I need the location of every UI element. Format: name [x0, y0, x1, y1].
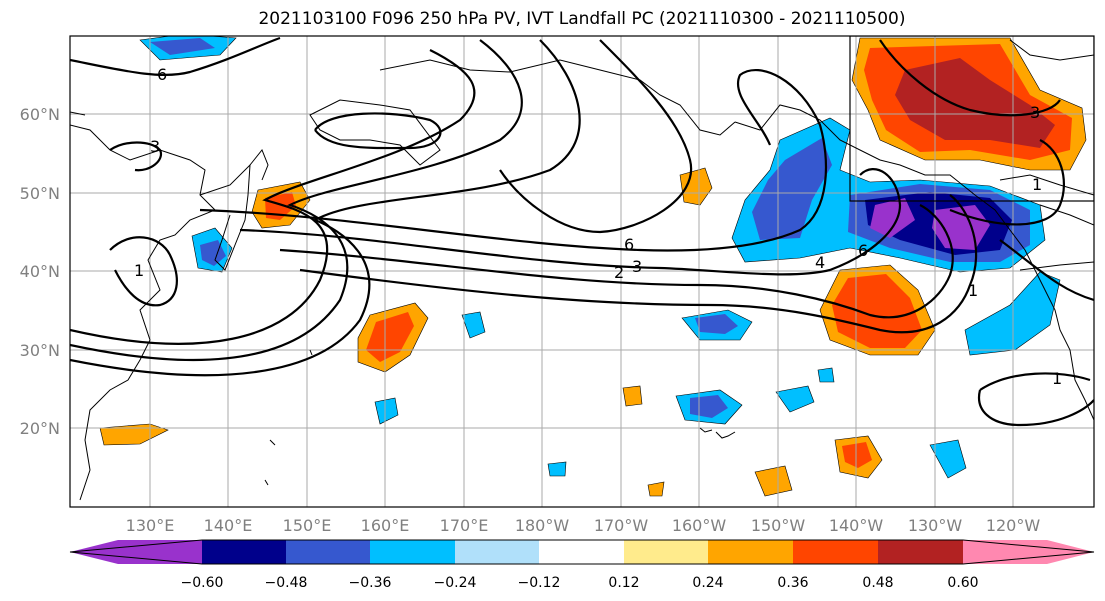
- positive-anomaly-140w-south-core: [842, 442, 872, 468]
- lon-label: 170°W: [594, 516, 649, 535]
- contour-label: 2: [614, 263, 624, 282]
- contour-label: 1: [968, 281, 978, 300]
- contour-label: 3: [150, 137, 160, 156]
- colorbar-tick-label: −0.36: [349, 575, 392, 591]
- colorbar-segment: [878, 540, 963, 564]
- negative-anomaly-150w: [775, 385, 815, 413]
- pv-contours: [70, 36, 1094, 427]
- positive-anomaly-175w: [622, 385, 643, 407]
- positive-anomaly-155w: [679, 167, 713, 206]
- colorbar-segment: [202, 540, 286, 564]
- colorbar-extend-high: [963, 540, 1094, 564]
- lon-label: 160°W: [672, 516, 727, 535]
- lat-label: 60°N: [20, 105, 60, 124]
- colorbar-segment: [455, 540, 539, 564]
- region-box: [849, 36, 1094, 202]
- latitude-labels: 60°N 50°N 40°N 30°N 20°N: [20, 105, 60, 438]
- contour-label: 3: [632, 257, 642, 276]
- negative-anomaly-175w-south: [547, 461, 567, 477]
- map-title: 2021103100 F096 250 hPa PV, IVT Landfall…: [258, 9, 906, 29]
- negative-anomaly-170e: [461, 311, 486, 339]
- colorbar-tick-label: 0.36: [777, 575, 808, 591]
- negative-anomaly-148w: [817, 367, 835, 383]
- lon-label: 140°E: [204, 516, 253, 535]
- lon-label: 180°W: [515, 516, 570, 535]
- colorbar-tick-label: −0.12: [518, 575, 561, 591]
- negative-anomaly-165w-core: [695, 314, 738, 334]
- coastlines: [70, 39, 1094, 501]
- map-area: 6 3 1 6 2 3 4 6 1 1 3 1: [70, 36, 1094, 507]
- contour-label: 3: [1030, 103, 1040, 122]
- colorbar-tick-label: −0.60: [181, 575, 224, 591]
- positive-anomaly-japan-core: [265, 192, 296, 220]
- lon-label: 150°E: [283, 516, 332, 535]
- colorbar-tick-label: 0.48: [862, 575, 893, 591]
- contour-label: 1: [1032, 175, 1042, 194]
- gridlines: [70, 36, 1094, 507]
- colorbar-segment: [286, 540, 370, 564]
- lon-label: 160°E: [361, 516, 410, 535]
- positive-anomaly-165w-south: [647, 481, 665, 497]
- positive-anomaly-subtropical-core: [832, 274, 922, 348]
- negative-anomaly-pacific-mid: [752, 138, 832, 240]
- negative-anomaly-158e: [374, 397, 399, 425]
- colorbar-segment: [370, 540, 455, 564]
- colorbar-ticks: −0.60 −0.48 −0.36 −0.24 −0.12 0.12 0.24 …: [181, 575, 979, 591]
- contour-label: 1: [1052, 369, 1062, 388]
- contour-label: 6: [624, 235, 634, 254]
- colorbar-tick-label: −0.48: [265, 575, 308, 591]
- contour-label: 6: [858, 241, 868, 260]
- negative-anomaly-125w: [929, 439, 967, 479]
- lon-label: 120°W: [986, 516, 1041, 535]
- colorbar-segment: [539, 540, 624, 564]
- lat-label: 20°N: [20, 419, 60, 438]
- lon-label: 150°W: [751, 516, 806, 535]
- contour-label: 6: [157, 65, 167, 84]
- colorbar-outline: [69, 539, 1095, 565]
- colorbar-segment: [793, 540, 878, 564]
- colorbar-tick-label: −0.24: [434, 575, 477, 591]
- colorbar-tick-label: 0.60: [947, 575, 978, 591]
- colorbar-segment: [624, 540, 708, 564]
- map-frame: [69, 35, 1095, 508]
- contour-label: 4: [815, 253, 825, 272]
- colorbar-tick-label: 0.24: [692, 575, 723, 591]
- negative-anomaly-kamchatka-core: [150, 38, 215, 55]
- lat-label: 40°N: [20, 262, 60, 281]
- positive-anomaly-130e-south: [99, 423, 169, 446]
- colorbar-segment: [708, 540, 793, 564]
- lon-label: 140°W: [829, 516, 884, 535]
- contour-labels: 6 3 1 6 2 3 4 6 1 1 3 1: [134, 65, 1062, 388]
- positive-anomaly-150w-south: [754, 465, 793, 497]
- lon-label: 130°E: [126, 516, 175, 535]
- colorbar-extend-low: [70, 540, 202, 564]
- lon-label: 130°W: [908, 516, 963, 535]
- contour-label: 1: [134, 261, 144, 280]
- colorbar-tick-label: 0.12: [608, 575, 639, 591]
- lat-label: 50°N: [20, 184, 60, 203]
- lon-label: 170°E: [440, 516, 489, 535]
- colorbar: [69, 539, 1095, 565]
- longitude-labels: 130°E 140°E 150°E 160°E 170°E 180°W 170°…: [126, 516, 1041, 535]
- lat-label: 30°N: [20, 341, 60, 360]
